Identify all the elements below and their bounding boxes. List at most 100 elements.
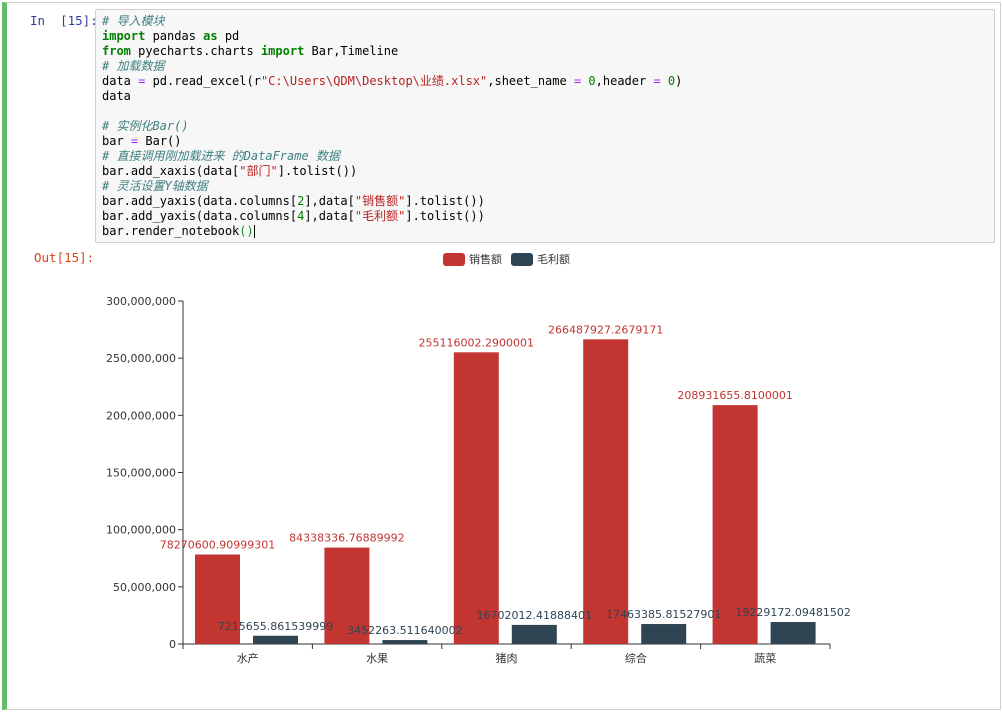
bar-value-label: 255116002.2900001	[419, 336, 534, 349]
bar-value-label: 78270600.90999301	[160, 539, 275, 552]
code-line: from pyecharts.charts import Bar,Timelin…	[102, 44, 988, 59]
code-line: bar.add_yaxis(data.columns[2],data["销售额"…	[102, 194, 988, 209]
code-token: =	[130, 134, 139, 148]
y-tick-label: 50,000,000	[113, 581, 176, 594]
code-token: # 直接调用刚加载进来 的DataFrame 数据	[102, 149, 340, 163]
x-tick-label: 水产	[237, 651, 259, 665]
code-token: "毛利额"	[354, 209, 406, 223]
input-prompt: In [15]:	[30, 13, 98, 28]
code-token: "部门"	[239, 164, 278, 178]
code-token: # 实例化Bar()	[102, 119, 189, 133]
bar-sales	[583, 339, 629, 644]
bar-value-label: 3452263.511640002	[347, 624, 462, 637]
code-line: data	[102, 89, 988, 104]
code-token: Bar()	[138, 134, 182, 148]
chart-legend[interactable]: 销售额 毛利额	[443, 252, 570, 266]
text-cursor	[253, 225, 255, 238]
bar-value-label: 19229172.09481502	[735, 606, 850, 619]
code-token: pd.read_excel(r	[145, 74, 261, 88]
x-tick-label: 猪肉	[496, 652, 518, 665]
code-token: import	[260, 44, 305, 58]
code-token: "销售额"	[354, 194, 406, 208]
code-token: pyecharts.charts	[130, 44, 261, 58]
code-editor[interactable]: # 导入模块 import pandas as pd from pyecharts.…	[95, 9, 995, 243]
code-token: 0	[588, 74, 596, 88]
code-token: pandas	[145, 29, 204, 43]
code-token: ],data[	[304, 194, 355, 208]
code-line: bar.add_xaxis(data["部门"].tolist())	[102, 164, 988, 179]
code-token: pd	[217, 29, 240, 43]
bar-data-labels: 78270600.90999301 84338336.76889992 255116…	[160, 323, 851, 637]
code-token: )	[675, 74, 683, 88]
code-token: import	[102, 29, 146, 43]
legend-swatch	[443, 253, 465, 266]
bar-sales	[712, 405, 758, 644]
code-token: # 灵活设置Y轴数据	[102, 179, 208, 193]
code-line: bar.render_notebook()	[102, 224, 988, 239]
code-token: ].tolist())	[405, 209, 485, 223]
code-line: data = pd.read_excel(r"C:\Users\QDM\Desk…	[102, 74, 988, 89]
code-token: ],data[	[304, 209, 355, 223]
code-token: data	[102, 74, 139, 88]
code-token: # 加载数据	[102, 59, 165, 73]
bar-value-label: 208931655.8100001	[677, 389, 792, 402]
bar-series	[195, 339, 816, 644]
code-token: "C:\Users\QDM\Desktop\业绩.xlsx"	[260, 74, 488, 88]
bar-value-label: 17463385.81527901	[606, 608, 721, 621]
bar-gross-profit	[641, 624, 687, 644]
code-token: ,sheet_name	[487, 74, 574, 88]
output-prompt: Out[15]:	[34, 250, 95, 265]
code-token: =	[653, 74, 661, 88]
code-line: # 加载数据	[102, 59, 988, 74]
x-tick-label: 水果	[366, 652, 388, 665]
legend-label: 毛利额	[537, 253, 570, 266]
x-tick-label: 综合	[625, 651, 647, 665]
code-line: # 实例化Bar()	[102, 119, 988, 134]
code-token: 0	[667, 74, 676, 88]
bar-value-label: 266487927.2679171	[548, 323, 663, 336]
bar-gross-profit	[511, 624, 557, 644]
y-tick-label: 150,000,000	[106, 467, 176, 480]
code-token: ()	[239, 224, 254, 238]
legend-swatch	[511, 253, 533, 266]
y-tick-label: 0	[169, 638, 176, 651]
bar-sales	[324, 547, 370, 644]
code-token: data	[102, 89, 131, 103]
y-tick-label: 100,000,000	[106, 524, 176, 537]
code-token: as	[203, 29, 218, 43]
code-token: =	[138, 74, 146, 88]
code-token: bar.render_notebook	[102, 224, 240, 238]
code-token: 2	[297, 194, 305, 208]
legend-label: 销售额	[469, 252, 502, 266]
bar-gross-profit	[253, 635, 298, 644]
y-tick-label: 300,000,000	[106, 295, 176, 308]
y-tick-label: 250,000,000	[106, 352, 176, 365]
code-token: bar.add_yaxis(data.columns[	[102, 194, 298, 208]
code-line: # 灵活设置Y轴数据	[102, 179, 988, 194]
y-axis: 0 50,000,000 100,000,000 150,000,000 200,000…	[106, 295, 184, 651]
bar-value-label: 7215655.861539999	[218, 620, 333, 633]
code-token: ,header	[595, 74, 654, 88]
bar-gross-profit	[770, 622, 816, 644]
x-tick-label: 蔬菜	[754, 652, 776, 665]
code-line: bar.add_yaxis(data.columns[4],data["毛利额"…	[102, 209, 988, 224]
code-token	[661, 74, 668, 88]
code-token: ].tolist())	[405, 194, 485, 208]
code-token: Bar,Timeline	[304, 44, 399, 58]
code-token: ].tolist())	[277, 164, 358, 178]
code-token: bar.add_xaxis(data[	[102, 164, 240, 178]
x-axis: 水产 水果 猪肉 综合 蔬菜	[182, 643, 831, 665]
code-line: bar = Bar()	[102, 134, 988, 149]
y-tick-label: 200,000,000	[106, 409, 176, 422]
code-token: bar.add_yaxis(data.columns[	[102, 209, 298, 223]
code-line: import pandas as pd	[102, 29, 988, 44]
bar-value-label: 16702012.41888401	[477, 609, 592, 622]
bar-value-label: 84338336.76889992	[289, 532, 404, 545]
bar-gross-profit	[382, 640, 428, 644]
code-token: =	[573, 74, 582, 88]
bar-sales	[453, 352, 499, 644]
code-token: 4	[297, 209, 305, 223]
bar-chart: 销售额 毛利额 0 50,000,000 100,000,000 150,000,000…	[106, 252, 851, 665]
code-token: bar	[102, 134, 131, 148]
